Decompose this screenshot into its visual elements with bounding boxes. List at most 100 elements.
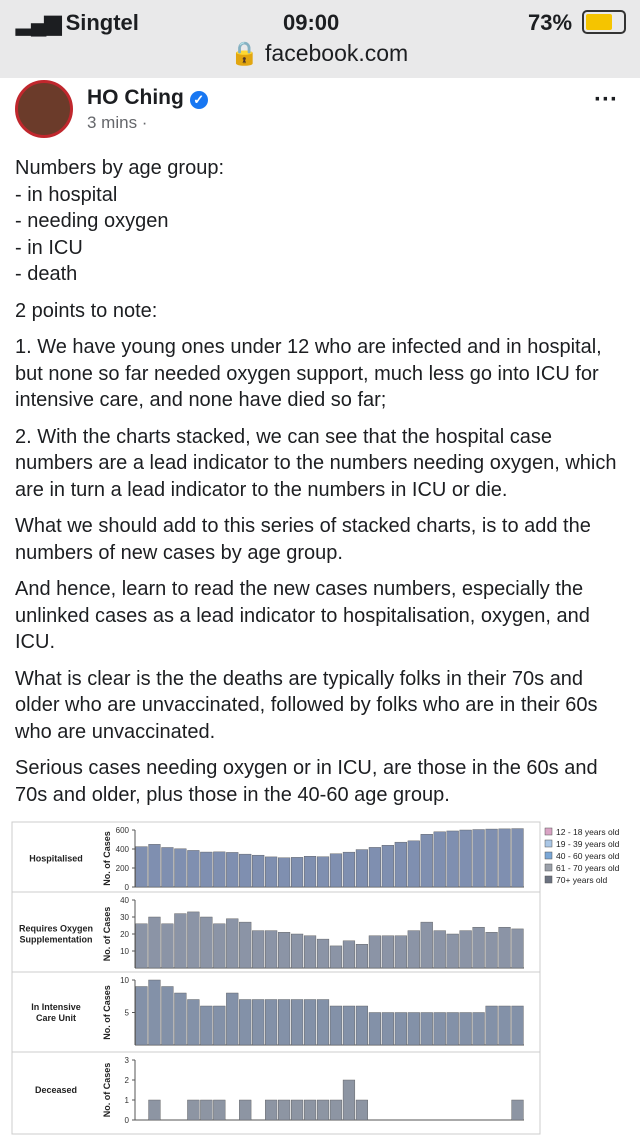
bar (226, 852, 239, 888)
bar (511, 1099, 524, 1121)
paragraph: And hence, learn to read the new cases n… (15, 578, 590, 653)
bar (420, 921, 433, 969)
bar (394, 841, 407, 888)
bar (278, 857, 291, 888)
bar (329, 853, 343, 888)
bar (433, 1012, 446, 1046)
bar (381, 935, 394, 969)
bar (226, 992, 239, 1046)
bar (187, 1099, 200, 1121)
bar (316, 856, 330, 888)
post-text: Numbers by age group: - in hospital - ne… (15, 155, 627, 818)
legend-label: 19 - 39 years old (556, 839, 620, 849)
bar (446, 1012, 459, 1046)
bar (394, 935, 407, 969)
author[interactable]: HO Ching ✓ (87, 86, 208, 110)
bar (459, 1012, 472, 1046)
bar (200, 851, 213, 888)
bar (174, 992, 187, 1046)
y-tick-label: 30 (120, 913, 129, 922)
time: 09:00 (283, 10, 340, 35)
bar (498, 1005, 511, 1046)
panel-label: Hospitalised (29, 854, 83, 864)
bar (291, 1099, 304, 1121)
bar (278, 999, 291, 1046)
bar (368, 935, 381, 969)
bar (485, 828, 498, 888)
bar (148, 844, 161, 888)
bar (329, 1005, 343, 1046)
chart: Hospitalised No. of Cases0200400600Requir… (11, 821, 620, 1135)
bar (291, 999, 304, 1046)
bar (459, 829, 472, 888)
bar (472, 1012, 485, 1046)
bar (187, 850, 200, 888)
bar (148, 916, 161, 969)
bar (485, 932, 498, 969)
y-tick-label: 400 (116, 845, 130, 854)
legend-swatch (544, 827, 553, 836)
paragraph: What is clear is the the deaths are typi… (15, 667, 598, 743)
bar (187, 999, 200, 1046)
bar (368, 1012, 381, 1046)
bar (239, 853, 252, 888)
legend-swatch (544, 839, 553, 848)
bar (174, 848, 187, 888)
y-tick-label: 1 (125, 1096, 130, 1105)
bar (498, 828, 511, 888)
y-tick-label: 2 (125, 1076, 130, 1085)
bar (342, 1005, 356, 1046)
panel-label: Requires Oxygen Supplementation (19, 924, 93, 945)
bar (433, 831, 446, 888)
status-bar: ▂▄▆ Singtel 09:00 73% 🔒 facebook.com (0, 0, 640, 78)
bar (381, 845, 394, 888)
y-tick-label: 40 (120, 896, 129, 905)
more-button[interactable]: ··· (594, 86, 618, 113)
avatar[interactable] (15, 80, 73, 138)
bar (239, 921, 252, 969)
bar (148, 1099, 161, 1121)
bar (342, 1079, 356, 1121)
legend-label: 12 - 18 years old (556, 827, 620, 837)
bar (135, 986, 148, 1046)
bar (485, 1005, 498, 1046)
bar (407, 930, 420, 969)
bar (511, 828, 524, 888)
bar (498, 926, 511, 969)
y-tick-label: 10 (120, 976, 129, 985)
bar (316, 1099, 330, 1121)
bar (252, 854, 265, 888)
bar (200, 1099, 213, 1121)
bar (265, 999, 278, 1046)
bar (174, 913, 187, 969)
bar (446, 933, 459, 969)
y-axis-label: No. of Cases (102, 907, 112, 962)
bar (446, 830, 459, 888)
legend-swatch (544, 875, 553, 884)
y-axis-label: No. of Cases (102, 1063, 112, 1118)
bar (342, 851, 356, 888)
bar (303, 999, 317, 1046)
bar (213, 1005, 226, 1046)
bar (511, 1005, 524, 1046)
bar (472, 926, 485, 969)
paragraph: What we should add to this series of sta… (15, 515, 591, 564)
legend-swatch (544, 863, 553, 872)
url[interactable]: 🔒 facebook.com (230, 40, 409, 66)
bar (329, 945, 343, 969)
bar (472, 829, 485, 888)
bar (239, 1099, 252, 1121)
bar (329, 1099, 343, 1121)
bar (381, 1012, 394, 1046)
bar (265, 1099, 278, 1121)
bar (316, 938, 330, 969)
y-axis-label: No. of Cases (102, 831, 112, 886)
bar (252, 930, 265, 969)
bar (161, 986, 174, 1046)
bar (213, 851, 226, 888)
bar (394, 1012, 407, 1046)
bar (291, 933, 304, 969)
bar (433, 930, 446, 969)
paragraph: Numbers by age group: - in hospital - ne… (15, 157, 225, 285)
bar (420, 834, 433, 888)
